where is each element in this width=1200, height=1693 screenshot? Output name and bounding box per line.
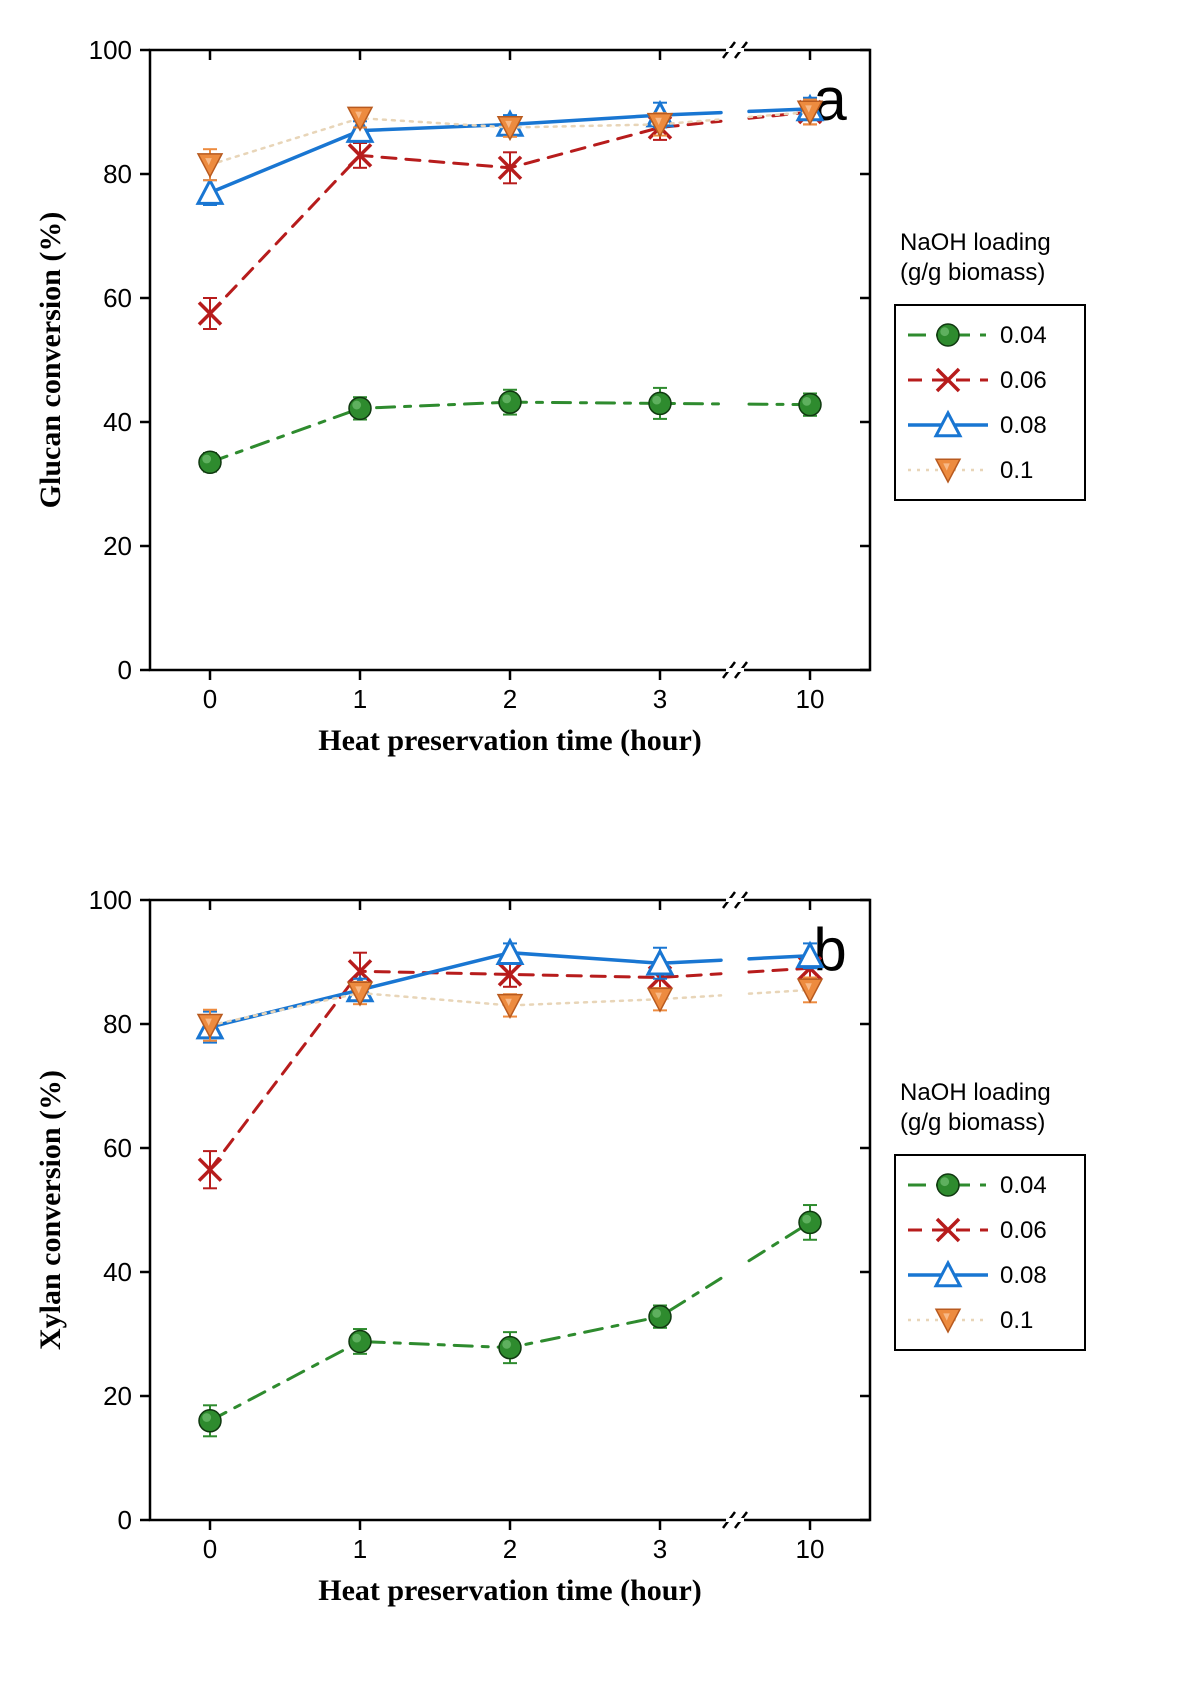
legend-title-line: (g/g biomass) bbox=[900, 1109, 1045, 1136]
x-tick-label: 0 bbox=[203, 684, 217, 714]
series-0.08 bbox=[198, 941, 822, 1043]
y-tick-label: 40 bbox=[103, 407, 132, 437]
y-tick-label: 0 bbox=[118, 1505, 132, 1535]
legend-item-label: 0.1 bbox=[1000, 457, 1033, 484]
figure-svg: 020406080100012310Glucan conversion (%)H… bbox=[0, 0, 1200, 1688]
y-tick-label: 40 bbox=[103, 1257, 132, 1287]
legend-title-line: NaOH loading bbox=[900, 229, 1051, 256]
legend-item-label: 0.08 bbox=[1000, 412, 1047, 439]
series-0.04 bbox=[199, 388, 821, 473]
x-tick-label: 10 bbox=[796, 1534, 825, 1564]
x-tick-label: 2 bbox=[503, 1534, 517, 1564]
legend-title-line: NaOH loading bbox=[900, 1079, 1051, 1106]
panel-letter: a bbox=[813, 66, 847, 133]
legend-item-label: 0.06 bbox=[1000, 367, 1047, 394]
legend-item-label: 0.1 bbox=[1000, 1307, 1033, 1334]
series-0.08 bbox=[198, 97, 822, 205]
x-tick-label: 1 bbox=[353, 684, 367, 714]
legend: NaOH loading (g/g biomass) 0.04 0.06 0.08 0.1 bbox=[895, 229, 1085, 500]
x-axis-label: Heat preservation time (hour) bbox=[318, 1574, 702, 1607]
y-tick-label: 20 bbox=[103, 531, 132, 561]
series-0.06 bbox=[199, 953, 821, 1189]
x-tick-label: 1 bbox=[353, 1534, 367, 1564]
legend-item-label: 0.04 bbox=[1000, 322, 1047, 349]
y-tick-label: 0 bbox=[118, 655, 132, 685]
y-axis-label: Glucan conversion (%) bbox=[34, 212, 67, 509]
legend-item-label: 0.06 bbox=[1000, 1217, 1047, 1244]
panel_b: 0 20 40 60 80 100 0 1 2 3 10 Xylan conversion (%) He… bbox=[34, 885, 1085, 1607]
x-tick-label: 3 bbox=[653, 1534, 667, 1564]
panel_a: 0 20 40 60 80 100 0 1 2 3 10 Glucan conversion (%) H… bbox=[34, 35, 1085, 757]
y-tick-label: 60 bbox=[103, 1133, 132, 1163]
x-tick-label: 10 bbox=[796, 684, 825, 714]
y-tick-label: 100 bbox=[89, 885, 132, 915]
x-tick-label: 3 bbox=[653, 684, 667, 714]
series-0.04 bbox=[199, 1205, 821, 1436]
legend-title-line: (g/g biomass) bbox=[900, 259, 1045, 286]
legend-item-label: 0.08 bbox=[1000, 1262, 1047, 1289]
x-tick-label: 2 bbox=[503, 684, 517, 714]
x-axis-label: Heat preservation time (hour) bbox=[318, 724, 702, 757]
y-tick-label: 100 bbox=[89, 35, 132, 65]
y-tick-label: 80 bbox=[103, 1009, 132, 1039]
legend: NaOH loading (g/g biomass) 0.04 0.06 0.08 0.1 bbox=[895, 1079, 1085, 1350]
panel-letter: b bbox=[813, 916, 846, 983]
figure-container: 020406080100012310Glucan conversion (%)H… bbox=[0, 0, 1200, 1688]
y-tick-label: 20 bbox=[103, 1381, 132, 1411]
x-tick-label: 0 bbox=[203, 1534, 217, 1564]
y-axis-label: Xylan conversion (%) bbox=[34, 1070, 67, 1350]
legend-item-label: 0.04 bbox=[1000, 1172, 1047, 1199]
y-tick-label: 60 bbox=[103, 283, 132, 313]
y-tick-label: 80 bbox=[103, 159, 132, 189]
